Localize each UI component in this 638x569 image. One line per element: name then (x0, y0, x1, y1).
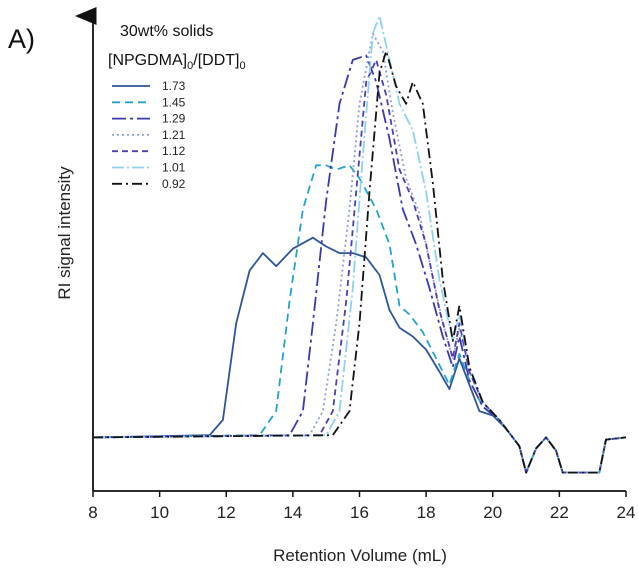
x-tick-label: 24 (617, 503, 636, 522)
legend-label: 1.45 (162, 95, 186, 109)
legend-label: 1.12 (162, 144, 186, 158)
plot-area: 8 10 12 14 16 18 20 22 24 (75, 7, 635, 522)
legend-entries: 1.73 1.45 1.29 1.21 1.12 1.01 0.92 (112, 79, 186, 191)
x-tick-label: 10 (150, 503, 169, 522)
legend-label: 1.01 (162, 161, 186, 175)
panel-label: A) (8, 24, 35, 54)
x-tick-label: 8 (88, 503, 97, 522)
x-axis-label: Retention Volume (mL) (273, 546, 447, 565)
legend-title-ratio-main2: /[DDT] (193, 52, 239, 69)
legend-label: 1.21 (162, 128, 186, 142)
x-tick-label: 14 (283, 503, 302, 522)
legend-label: 0.92 (162, 177, 186, 191)
legend-title-ratio-sub1: 0 (187, 60, 193, 72)
series-line-1-21 (92, 32, 627, 474)
legend-label: 1.73 (162, 79, 186, 93)
legend-title-ratio: [NPGDMA]0/[DDT]0 (108, 52, 246, 72)
series-line-0-92 (92, 50, 627, 474)
y-axis-label: RI signal intensity (55, 166, 74, 300)
x-tick-label: 18 (417, 503, 436, 522)
x-tick-label: 12 (217, 503, 236, 522)
legend-title-line1: 30wt% solids (120, 23, 213, 40)
x-tick-label: 16 (350, 503, 369, 522)
legend: 30wt% solids [NPGDMA]0/[DDT]0 1.731.451.… (108, 23, 246, 191)
legend-title-ratio-main1: [NPGDMA] (108, 52, 187, 69)
x-ticks: 8 10 12 14 16 18 20 22 24 (88, 491, 635, 522)
x-tick-label: 22 (550, 503, 569, 522)
legend-label: 1.29 (162, 112, 186, 126)
legend-title-ratio-sub2: 0 (239, 60, 245, 72)
x-tick-label: 20 (483, 503, 502, 522)
series-layer (92, 15, 627, 474)
